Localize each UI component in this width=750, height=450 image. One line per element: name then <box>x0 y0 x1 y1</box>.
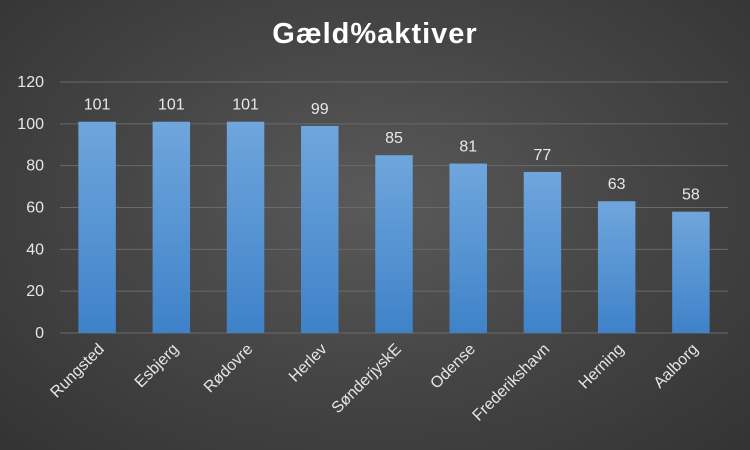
data-label: 85 <box>385 130 403 147</box>
x-tick-label: SønderjyskE <box>329 341 405 417</box>
bar-odense <box>449 163 487 333</box>
y-tick-label: 100 <box>17 116 44 133</box>
bar-esbjerg <box>152 121 191 333</box>
data-label: 63 <box>608 176 626 193</box>
bar-rødovre <box>226 121 265 333</box>
x-tick-label: Herlev <box>286 341 331 386</box>
x-tick-label: Esbjerg <box>132 341 182 391</box>
x-tick-label: Aalborg <box>651 341 702 392</box>
bar-aalborg <box>672 211 710 333</box>
chart-title: Gæld%aktiver <box>272 18 478 50</box>
bars <box>78 121 710 333</box>
x-tick-label: Frederikshavn <box>470 341 554 425</box>
bar-rungsted <box>78 121 116 333</box>
x-tick-label: Herning <box>576 341 628 393</box>
bar-sønderjyske <box>375 155 413 333</box>
data-labels: 101 101 101 99 85 81 77 63 58 <box>84 97 700 204</box>
bar-herlev <box>301 125 339 333</box>
data-label: 101 <box>232 97 259 114</box>
y-tick-label: 0 <box>35 325 44 342</box>
y-tick-label: 60 <box>26 200 44 217</box>
bar-frederikshavn <box>523 171 562 333</box>
data-label: 101 <box>84 97 111 114</box>
y-tick-label: 80 <box>26 158 44 175</box>
data-label: 81 <box>459 139 477 156</box>
x-tick-label: Rungsted <box>47 341 107 401</box>
data-label: 77 <box>534 147 552 164</box>
y-axis-ticks: 0 20 40 60 80 100 120 <box>17 74 44 342</box>
x-tick-label: Odense <box>427 341 479 393</box>
data-label: 99 <box>311 101 329 118</box>
bar-herning <box>597 201 636 333</box>
y-tick-label: 40 <box>26 241 44 258</box>
y-tick-label: 120 <box>17 74 44 91</box>
data-label: 101 <box>158 97 185 114</box>
data-label: 58 <box>682 187 700 204</box>
y-tick-label: 20 <box>26 283 44 300</box>
x-tick-label: Rødovre <box>201 341 256 396</box>
